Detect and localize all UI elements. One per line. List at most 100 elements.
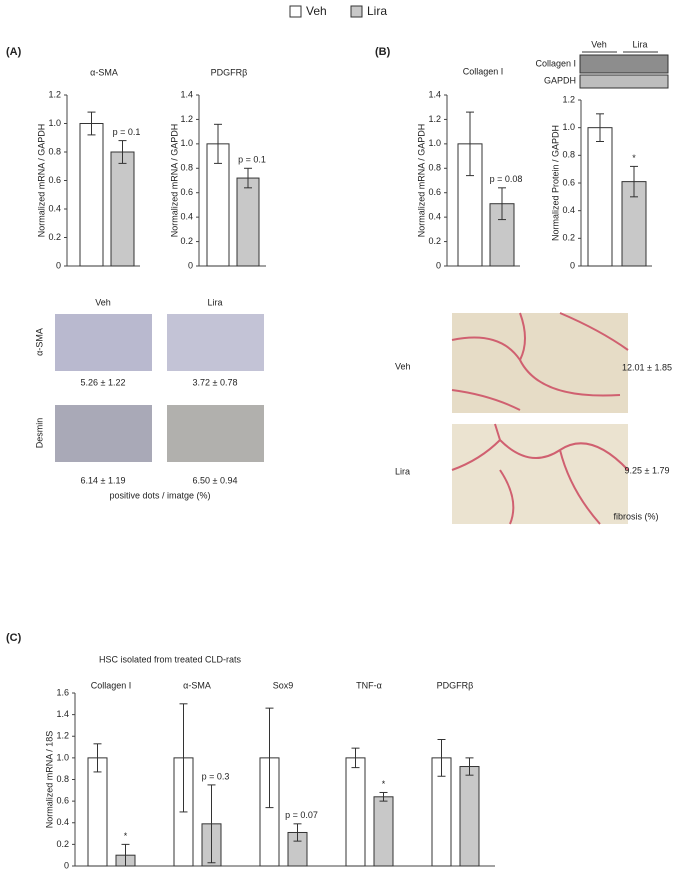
y-tick-label: 0.8 (180, 163, 193, 173)
y-tick-label: 1.4 (180, 89, 193, 99)
y-tick-label: 0.2 (428, 236, 441, 246)
bar (87, 757, 108, 867)
annotation: p = 0.1 (113, 127, 141, 137)
blot-group: Lira (632, 39, 647, 49)
micrograph-fiber (451, 312, 629, 411)
value-text: 12.01 ± 1.85 (622, 362, 672, 372)
y-axis-label: Normalized mRNA / 18S (44, 731, 54, 829)
micrograph (167, 314, 264, 371)
row-label: Lira (395, 466, 410, 476)
bar (236, 177, 260, 267)
y-tick-label: 1.0 (428, 138, 441, 148)
blot-group: Veh (591, 39, 607, 49)
y-tick-label: 1.0 (180, 138, 193, 148)
micrograph (452, 424, 628, 524)
category-label: Sox9 (273, 680, 294, 690)
y-tick-label: 0.6 (428, 187, 441, 197)
bar (79, 123, 104, 267)
y-tick-label: 0.2 (180, 236, 193, 246)
y-tick-label: 0.6 (180, 187, 193, 197)
chart-title: HSC isolated from treated CLD-rats (99, 654, 242, 664)
y-tick-label: 0.4 (428, 212, 441, 222)
y-tick-label: 1.6 (56, 687, 69, 697)
blot-label: GAPDH (544, 75, 576, 85)
y-tick-label: 0 (64, 860, 69, 870)
blot-label: Collagen I (535, 58, 576, 68)
legend-swatch (350, 5, 363, 18)
caption: positive dots / imatge (%) (109, 490, 210, 500)
value-text: 3.72 ± 0.78 (193, 377, 238, 387)
bar (373, 796, 394, 867)
value-text: 5.26 ± 1.22 (81, 377, 126, 387)
caption: fibrosis (%) (613, 511, 658, 521)
legend-label: Lira (367, 4, 387, 18)
row-label: Veh (395, 361, 411, 371)
legend-swatch (289, 5, 302, 18)
value-text: 9.25 ± 1.79 (625, 465, 670, 475)
y-tick-label: 0 (56, 260, 61, 270)
category-label: α-SMA (183, 680, 211, 690)
column-label: Lira (207, 297, 222, 307)
y-tick-label: 0.6 (56, 796, 69, 806)
panel-label: (C) (6, 632, 22, 644)
y-tick-label: 1.0 (562, 122, 575, 132)
category-label: TNF-α (356, 680, 382, 690)
row-label: Desmin (34, 418, 44, 449)
micrograph-fiber (451, 423, 629, 525)
chart-title: PDGFRβ (211, 67, 248, 77)
category-label: PDGFRβ (437, 680, 474, 690)
annotation: p = 0.3 (202, 771, 230, 781)
y-tick-label: 1.2 (562, 94, 575, 104)
legend-label: Veh (306, 4, 327, 18)
blot-band (579, 54, 669, 74)
panel-label: (A) (6, 46, 22, 58)
y-axis-label: Normalized Protein / GAPDH (550, 125, 560, 241)
y-tick-label: 0 (188, 260, 193, 270)
annotation: * (632, 153, 636, 163)
y-tick-label: 0 (436, 260, 441, 270)
value-text: 6.14 ± 1.19 (81, 475, 126, 485)
micrograph (452, 313, 628, 413)
y-tick-label: 1.2 (56, 731, 69, 741)
category-label: Collagen I (91, 680, 132, 690)
y-tick-label: 1.2 (428, 114, 441, 124)
blot-band (579, 74, 669, 89)
y-tick-label: 0.4 (56, 817, 69, 827)
chart-title: Collagen I (463, 66, 504, 76)
y-tick-label: 1.0 (56, 752, 69, 762)
bar (110, 151, 135, 267)
y-tick-label: 1.0 (48, 118, 61, 128)
y-tick-label: 0.2 (562, 233, 575, 243)
y-tick-label: 1.4 (56, 709, 69, 719)
bar (345, 757, 366, 867)
y-tick-label: 0.8 (428, 163, 441, 173)
annotation: * (124, 831, 128, 841)
bar (587, 127, 613, 267)
y-tick-label: 1.2 (180, 114, 193, 124)
micrograph (55, 314, 152, 371)
value-text: 6.50 ± 0.94 (193, 475, 238, 485)
panel-label: (B) (375, 46, 391, 58)
y-tick-label: 0.6 (562, 177, 575, 187)
y-tick-label: 0.8 (48, 146, 61, 156)
y-tick-label: 0.4 (562, 205, 575, 215)
y-axis-label: Normalized mRNA / GAPDH (36, 124, 46, 238)
y-tick-label: 0.4 (48, 203, 61, 213)
y-tick-label: 0.8 (56, 774, 69, 784)
chart-title: α-SMA (90, 67, 118, 77)
y-tick-label: 0.2 (56, 839, 69, 849)
annotation: p = 0.07 (285, 810, 318, 820)
annotation: * (382, 779, 386, 789)
y-tick-label: 0.4 (180, 212, 193, 222)
annotation: p = 0.1 (238, 155, 266, 165)
column-label: Veh (95, 297, 111, 307)
micrograph (167, 405, 264, 462)
y-tick-label: 0.8 (562, 150, 575, 160)
y-tick-label: 0.2 (48, 232, 61, 242)
micrograph (55, 405, 152, 462)
y-axis-label: Normalized mRNA / GAPDH (169, 124, 179, 238)
annotation: p = 0.08 (490, 174, 523, 184)
y-axis-label: Normalized mRNA / GAPDH (416, 124, 426, 238)
